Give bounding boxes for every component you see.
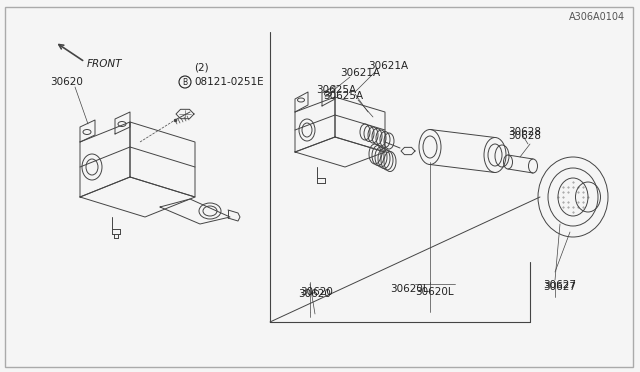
- Text: 08121-0251E: 08121-0251E: [194, 77, 264, 87]
- Text: 30625A: 30625A: [316, 85, 356, 95]
- Text: 30627: 30627: [543, 282, 576, 292]
- Text: 30628: 30628: [508, 127, 541, 137]
- Text: 30628: 30628: [508, 131, 541, 141]
- Text: FRONT: FRONT: [87, 59, 122, 69]
- Text: B: B: [182, 77, 188, 87]
- Text: 30620: 30620: [300, 287, 333, 297]
- Text: 30620L: 30620L: [390, 284, 429, 294]
- Text: (2): (2): [194, 62, 209, 72]
- Text: 30620L: 30620L: [415, 287, 454, 297]
- Text: 30627: 30627: [543, 280, 576, 290]
- Text: 30620: 30620: [50, 77, 83, 87]
- Text: 30621A: 30621A: [368, 61, 408, 71]
- Text: A306A0104: A306A0104: [569, 12, 625, 22]
- Text: 30620: 30620: [298, 289, 331, 299]
- Text: 30625A: 30625A: [323, 91, 363, 101]
- Text: 30621A: 30621A: [340, 68, 380, 78]
